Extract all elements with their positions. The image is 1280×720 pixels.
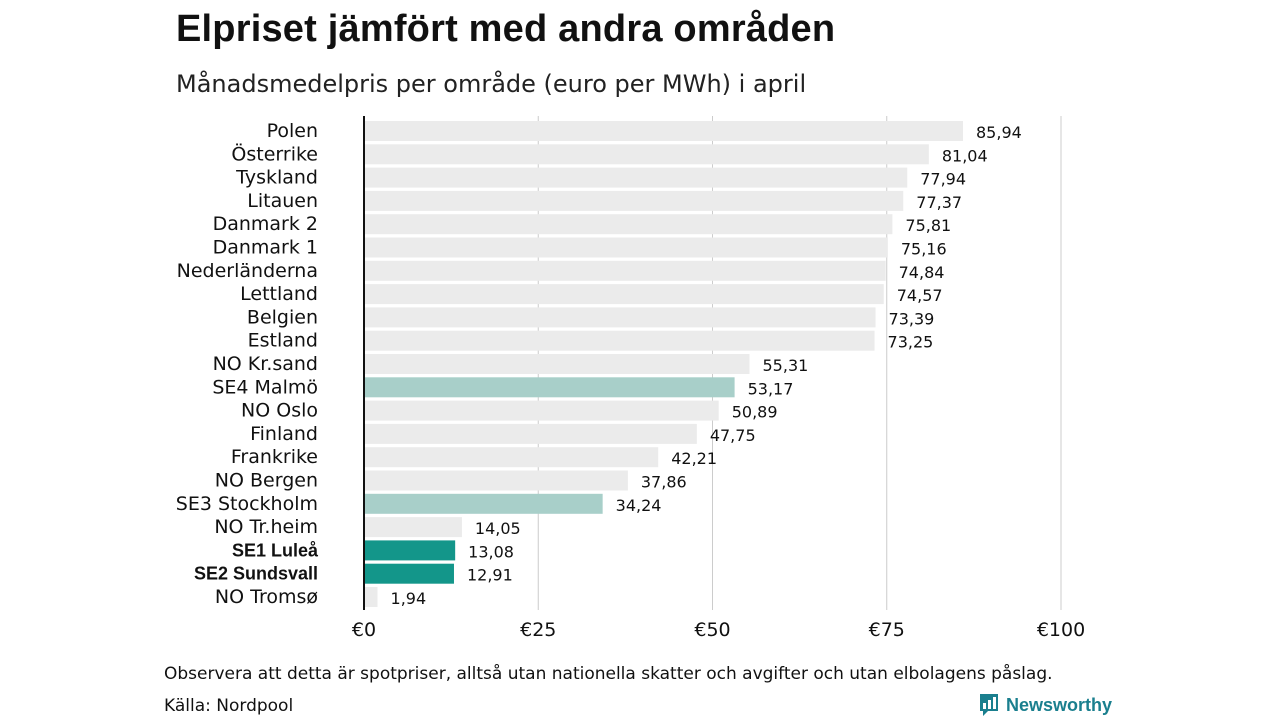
category-label: SE1 Luleå: [232, 540, 319, 560]
bar: [364, 121, 964, 141]
category-label: NO Oslo: [241, 400, 318, 422]
bar: [364, 540, 456, 561]
category-label: SE3 Stockholm: [176, 493, 318, 515]
value-label: 81,04: [942, 146, 988, 165]
bar: [364, 190, 904, 211]
footnote: Observera att detta är spotpriser, allts…: [164, 664, 1053, 684]
brand-logo[interactable]: Newsworthy: [978, 692, 1112, 718]
category-label: Frankrike: [231, 446, 318, 468]
value-label: 73,25: [888, 333, 934, 352]
bar: [364, 284, 884, 305]
category-label: NO Kr.sand: [213, 353, 318, 375]
value-label: 53,17: [748, 379, 794, 398]
bar: [364, 330, 875, 351]
value-label: 74,84: [899, 263, 945, 282]
bar-chart: Polen 85,94 Österrike 81,04 Tyskland 77,94 Lit…: [176, 116, 1085, 641]
value-label: 75,81: [905, 216, 951, 235]
value-label: 34,24: [616, 496, 662, 515]
category-label: SE2 Sundsvall: [194, 564, 318, 584]
bar: [364, 354, 750, 374]
bar: [364, 470, 628, 491]
category-label: Nederländerna: [177, 260, 318, 282]
newsworthy-chart-bubble-icon: [980, 694, 998, 716]
value-label: 85,94: [976, 123, 1022, 142]
category-label: Polen: [267, 120, 318, 142]
bar: [364, 400, 719, 421]
value-label: 1,94: [391, 589, 427, 608]
x-tick-label: €75: [869, 619, 905, 641]
bar: [364, 214, 893, 235]
category-label: SE4 Malmö: [212, 376, 318, 398]
value-label: 42,21: [671, 449, 717, 468]
category-label: Finland: [250, 423, 318, 445]
value-label: 50,89: [732, 403, 778, 422]
value-label: 37,86: [641, 473, 687, 492]
category-label: Danmark 1: [213, 237, 318, 259]
value-label: 55,31: [763, 356, 809, 375]
category-label: NO Bergen: [215, 470, 318, 492]
category-label: Estland: [248, 330, 318, 352]
x-tick-label: €100: [1037, 619, 1085, 641]
bar: [364, 563, 454, 584]
bar: [364, 237, 888, 258]
x-tick-label: €0: [352, 619, 376, 641]
brand-name: Newsworthy: [1006, 694, 1113, 715]
x-tick-label: €25: [520, 619, 556, 641]
bar: [364, 447, 659, 468]
chart-title: Elpriset jämfört med andra områden: [176, 8, 836, 50]
value-label: 14,05: [475, 519, 521, 538]
value-label: 47,75: [710, 426, 756, 445]
category-label: Danmark 2: [213, 213, 318, 235]
bar: [364, 493, 603, 514]
value-label: 12,91: [467, 566, 513, 585]
chart-subtitle: Månadsmedelpris per område (euro per MWh…: [176, 70, 807, 98]
bar: [364, 144, 929, 165]
category-label: NO Tromsø: [215, 586, 318, 608]
source-credit: Källa: Nordpool: [164, 696, 294, 716]
category-label: Belgien: [247, 306, 318, 328]
bar: [364, 377, 735, 398]
bar: [364, 587, 378, 607]
bar: [364, 167, 908, 188]
value-label: 13,08: [468, 542, 514, 561]
bar: [364, 517, 462, 538]
value-label: 77,94: [920, 170, 966, 189]
x-tick-label: €50: [694, 619, 730, 641]
category-label: NO Tr.heim: [214, 516, 318, 538]
value-label: 75,16: [901, 240, 947, 259]
value-label: 77,37: [916, 193, 962, 212]
value-label: 73,39: [889, 309, 935, 328]
value-label: 74,57: [897, 286, 943, 305]
category-label: Österrike: [231, 142, 318, 165]
category-label: Lettland: [240, 283, 318, 305]
bar: [364, 423, 697, 444]
category-label: Litauen: [247, 190, 318, 212]
bar: [364, 307, 876, 328]
category-label: Tyskland: [235, 167, 318, 189]
bar: [364, 260, 886, 281]
